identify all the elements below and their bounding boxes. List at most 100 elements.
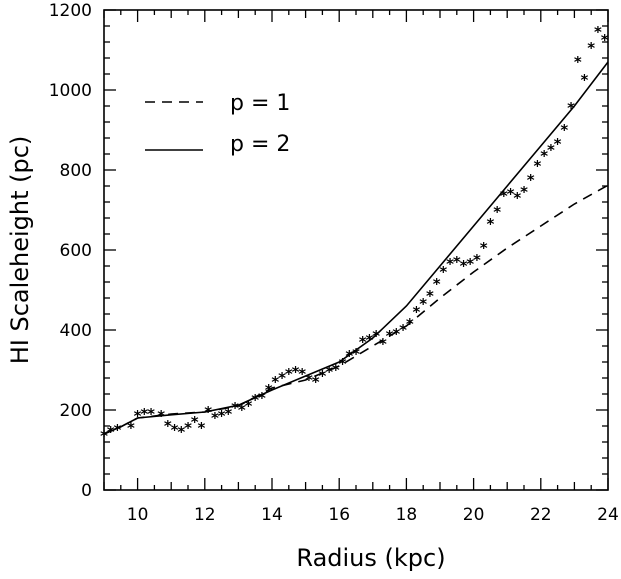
- x-tick-label: 24: [597, 505, 619, 525]
- data-point: *: [359, 333, 367, 351]
- data-point: *: [554, 135, 562, 153]
- data-point: *: [466, 255, 474, 273]
- data-point: *: [292, 363, 300, 381]
- data-point: *: [392, 325, 400, 343]
- data-point: *: [140, 405, 148, 423]
- legend-label-p1: p = 1: [230, 91, 290, 116]
- axis-tick-labels: 10 12 14 16 18 20 22 24 0 200 400 600 800 1000 1200: [49, 1, 619, 525]
- data-point: *: [473, 251, 481, 269]
- data-point: *: [164, 417, 172, 435]
- data-point: *: [318, 367, 326, 385]
- data-point: *: [547, 141, 555, 159]
- model-curves: [103, 61, 609, 435]
- data-point: *: [134, 407, 142, 425]
- x-tick-label: 10: [127, 505, 149, 525]
- data-point: *: [352, 345, 360, 363]
- data-point: *: [171, 421, 179, 439]
- data-point: *: [271, 373, 279, 391]
- data-point: *: [191, 413, 199, 431]
- data-point: *: [446, 255, 454, 273]
- data-point: *: [520, 183, 528, 201]
- data-point: *: [513, 189, 521, 207]
- data-point: *: [460, 257, 468, 275]
- data-point: *: [285, 365, 293, 383]
- curve-p1-dashed: [103, 184, 609, 435]
- x-tick-label: 22: [530, 505, 552, 525]
- data-point: *: [581, 71, 589, 89]
- data-point: *: [493, 203, 501, 221]
- y-tick-label: 800: [60, 161, 92, 181]
- data-point: *: [147, 405, 155, 423]
- data-point: *: [107, 423, 115, 441]
- x-tick-label: 16: [328, 505, 350, 525]
- data-point: *: [594, 23, 602, 41]
- data-point: *: [305, 371, 313, 389]
- data-point: *: [419, 295, 427, 313]
- x-tick-label: 12: [194, 505, 216, 525]
- data-point: *: [500, 187, 508, 205]
- data-point: *: [406, 315, 414, 333]
- data-point: *: [453, 253, 461, 271]
- data-point: *: [211, 409, 219, 427]
- x-tick-label: 20: [463, 505, 485, 525]
- data-point: *: [379, 335, 387, 353]
- data-point: *: [372, 327, 380, 345]
- axis-ticks: [103, 9, 609, 491]
- data-point: *: [587, 39, 595, 57]
- x-axis-title: Radius (kpc): [296, 544, 445, 572]
- data-point: *: [332, 361, 340, 379]
- data-point: *: [325, 363, 333, 381]
- data-point: *: [127, 419, 135, 437]
- data-point: *: [486, 215, 494, 233]
- y-axis-title: HI Scaleheight (pc): [6, 136, 34, 365]
- data-point: *: [540, 147, 548, 165]
- data-point: *: [298, 365, 306, 383]
- data-point: *: [507, 185, 515, 203]
- data-point: *: [184, 419, 192, 437]
- legend: p = 1 p = 2: [145, 91, 290, 157]
- y-tick-label: 200: [60, 401, 92, 421]
- plot-frame: [103, 9, 609, 491]
- data-point: *: [238, 401, 246, 419]
- data-point: *: [265, 381, 273, 399]
- data-point: *: [245, 397, 253, 415]
- data-point: *: [157, 407, 165, 425]
- data-point: *: [231, 399, 239, 417]
- data-point: *: [534, 157, 542, 175]
- y-tick-label: 0: [81, 481, 92, 501]
- legend-label-p2: p = 2: [230, 132, 290, 157]
- data-point: *: [258, 389, 266, 407]
- y-tick-label: 1000: [49, 81, 92, 101]
- data-point: *: [386, 327, 394, 345]
- data-point: *: [574, 53, 582, 71]
- data-point: *: [204, 403, 212, 421]
- y-tick-label: 600: [60, 241, 92, 261]
- y-tick-label: 400: [60, 321, 92, 341]
- data-point: *: [560, 121, 568, 139]
- data-point: *: [413, 303, 421, 321]
- data-point: *: [439, 263, 447, 281]
- data-markers: *** **** *********************************…: [100, 23, 609, 445]
- data-point: *: [224, 405, 232, 423]
- data-point: *: [345, 347, 353, 365]
- data-point: *: [114, 421, 122, 439]
- data-point: *: [198, 419, 206, 437]
- data-point: *: [433, 275, 441, 293]
- x-tick-label: 18: [396, 505, 418, 525]
- data-point: *: [312, 373, 320, 391]
- x-tick-label: 14: [261, 505, 283, 525]
- data-point: *: [399, 321, 407, 339]
- curve-p2-solid: [103, 61, 609, 435]
- data-point: *: [366, 331, 374, 349]
- data-point: *: [567, 99, 575, 117]
- data-point: *: [100, 427, 108, 445]
- data-point: *: [278, 369, 286, 387]
- data-point: *: [339, 355, 347, 373]
- data-point: *: [601, 31, 609, 49]
- data-point: *: [251, 391, 259, 409]
- data-point: *: [218, 407, 226, 425]
- data-point: *: [527, 171, 535, 189]
- data-point: *: [426, 287, 434, 305]
- y-tick-label: 1200: [49, 1, 92, 21]
